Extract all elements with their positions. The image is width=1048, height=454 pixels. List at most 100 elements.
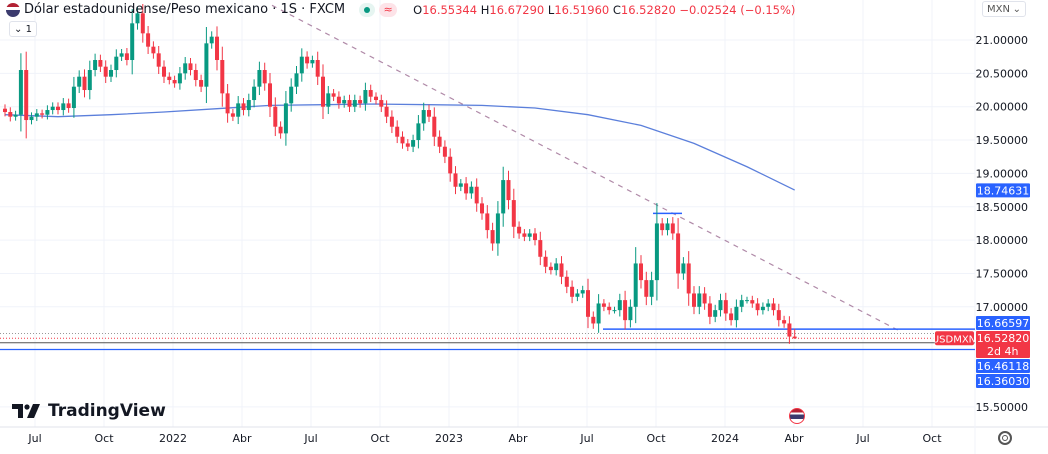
y-tick-label: 20.00000 — [976, 101, 1029, 114]
candle-body — [745, 300, 749, 302]
tradingview-logo[interactable]: TradingView — [12, 401, 166, 421]
candle-body — [93, 60, 98, 71]
candle-body — [453, 173, 458, 187]
candle-body — [639, 263, 643, 281]
candle-body — [517, 226, 522, 234]
candle-body — [729, 313, 734, 321]
candle-body — [782, 320, 787, 324]
candle-body — [294, 73, 299, 87]
candle-body — [257, 70, 262, 87]
symbol-title[interactable]: Dólar estadounidense/Peso mexicano · 1S … — [24, 2, 346, 17]
usd-mxn-flag-icon — [6, 2, 20, 17]
ma-price-label: 18.74631 — [977, 184, 1030, 197]
candle-body — [591, 316, 596, 324]
candle-body — [135, 13, 140, 24]
current-price-label: 16.52820 — [977, 332, 1030, 345]
candle-body — [771, 303, 776, 311]
candle-body — [352, 100, 357, 107]
y-tick-label: 18.50000 — [976, 201, 1029, 214]
candle-body — [670, 223, 675, 234]
candle-body — [98, 60, 103, 67]
candle-body — [77, 76, 82, 87]
x-tick-label: Jul — [855, 432, 869, 445]
candle-body — [554, 263, 559, 271]
x-tick-label: Oct — [922, 432, 942, 445]
candle-body — [522, 233, 527, 237]
candle-body — [379, 100, 384, 107]
y-tick-label: 18.00000 — [976, 234, 1029, 247]
candle-body — [713, 310, 718, 317]
moving-average-line — [4, 103, 795, 191]
x-tick-label: 2024 — [711, 432, 739, 445]
candle-body — [570, 286, 575, 297]
x-tick-label: Abr — [784, 432, 804, 445]
x-tick-label: 2022 — [159, 432, 187, 445]
candle-body — [384, 106, 389, 117]
candle-body — [40, 113, 45, 115]
close-value: 16.52820 — [620, 2, 676, 17]
candle-body — [268, 83, 272, 107]
change-value: −0.02524 (−0.15%) — [679, 2, 796, 17]
candle-body — [692, 293, 696, 307]
candle-body — [336, 96, 341, 104]
ma-price-label-bg — [976, 183, 1030, 198]
candle-body — [766, 303, 771, 307]
candle-body — [442, 146, 447, 157]
candle-body — [681, 263, 686, 274]
candle-body — [389, 116, 394, 127]
candle-body — [146, 33, 151, 47]
candle-body — [617, 300, 622, 311]
candle-body — [56, 106, 60, 111]
candle-body — [601, 303, 606, 307]
settings-icon[interactable] — [998, 431, 1012, 445]
candle-body — [71, 86, 76, 109]
candle-body — [776, 310, 781, 321]
us-economic-event-icon[interactable] — [789, 408, 805, 424]
candle-body — [792, 336, 797, 339]
tradingview-logo-icon — [12, 404, 40, 418]
candle-body — [3, 108, 7, 113]
candle-body — [82, 76, 87, 91]
candle-body — [209, 36, 214, 44]
candle-body — [310, 60, 315, 64]
y-tick-label: 19.00000 — [976, 167, 1029, 180]
candle-body — [543, 256, 548, 267]
candle-body — [241, 103, 246, 111]
candle-body — [739, 300, 744, 307]
candle-body — [24, 70, 29, 121]
x-tick-label: Jul — [303, 432, 317, 445]
candle-body — [458, 183, 463, 187]
candle-body — [787, 323, 792, 337]
symbol-tag: USDMXN — [932, 334, 976, 345]
candle-body — [262, 70, 267, 84]
candle-body — [114, 56, 119, 71]
candle-body — [87, 70, 92, 91]
candle-body — [432, 116, 437, 137]
candle-body — [474, 186, 479, 204]
x-tick-label: Oct — [94, 432, 114, 445]
candle-body — [755, 303, 760, 311]
candle-body — [246, 100, 251, 111]
approx-data-icon[interactable]: ≈ — [379, 2, 398, 17]
candle-body — [718, 300, 723, 311]
candle-body — [156, 53, 161, 67]
currency-selector[interactable]: MXN ⌄ — [982, 1, 1026, 17]
candle-body — [172, 80, 177, 84]
symbol-legend: Dólar estadounidense/Peso mexicano · 1S … — [6, 2, 795, 17]
candle-body — [326, 93, 331, 107]
candle-body — [750, 300, 755, 304]
candle-body — [734, 306, 739, 321]
candle-body — [533, 233, 537, 241]
level-price-label: 16.46118 — [977, 360, 1030, 373]
collapse-indicators-button[interactable]: ⌄ 1 — [9, 21, 37, 37]
market-open-icon[interactable] — [359, 2, 376, 17]
candle-body — [469, 186, 474, 194]
current-price-label-bg — [976, 331, 1030, 358]
candle-body — [559, 263, 564, 277]
candle-body — [204, 43, 209, 87]
candle-body — [220, 60, 225, 94]
candle-body — [193, 70, 198, 81]
candle-body — [273, 106, 278, 127]
candle-body — [215, 36, 219, 61]
